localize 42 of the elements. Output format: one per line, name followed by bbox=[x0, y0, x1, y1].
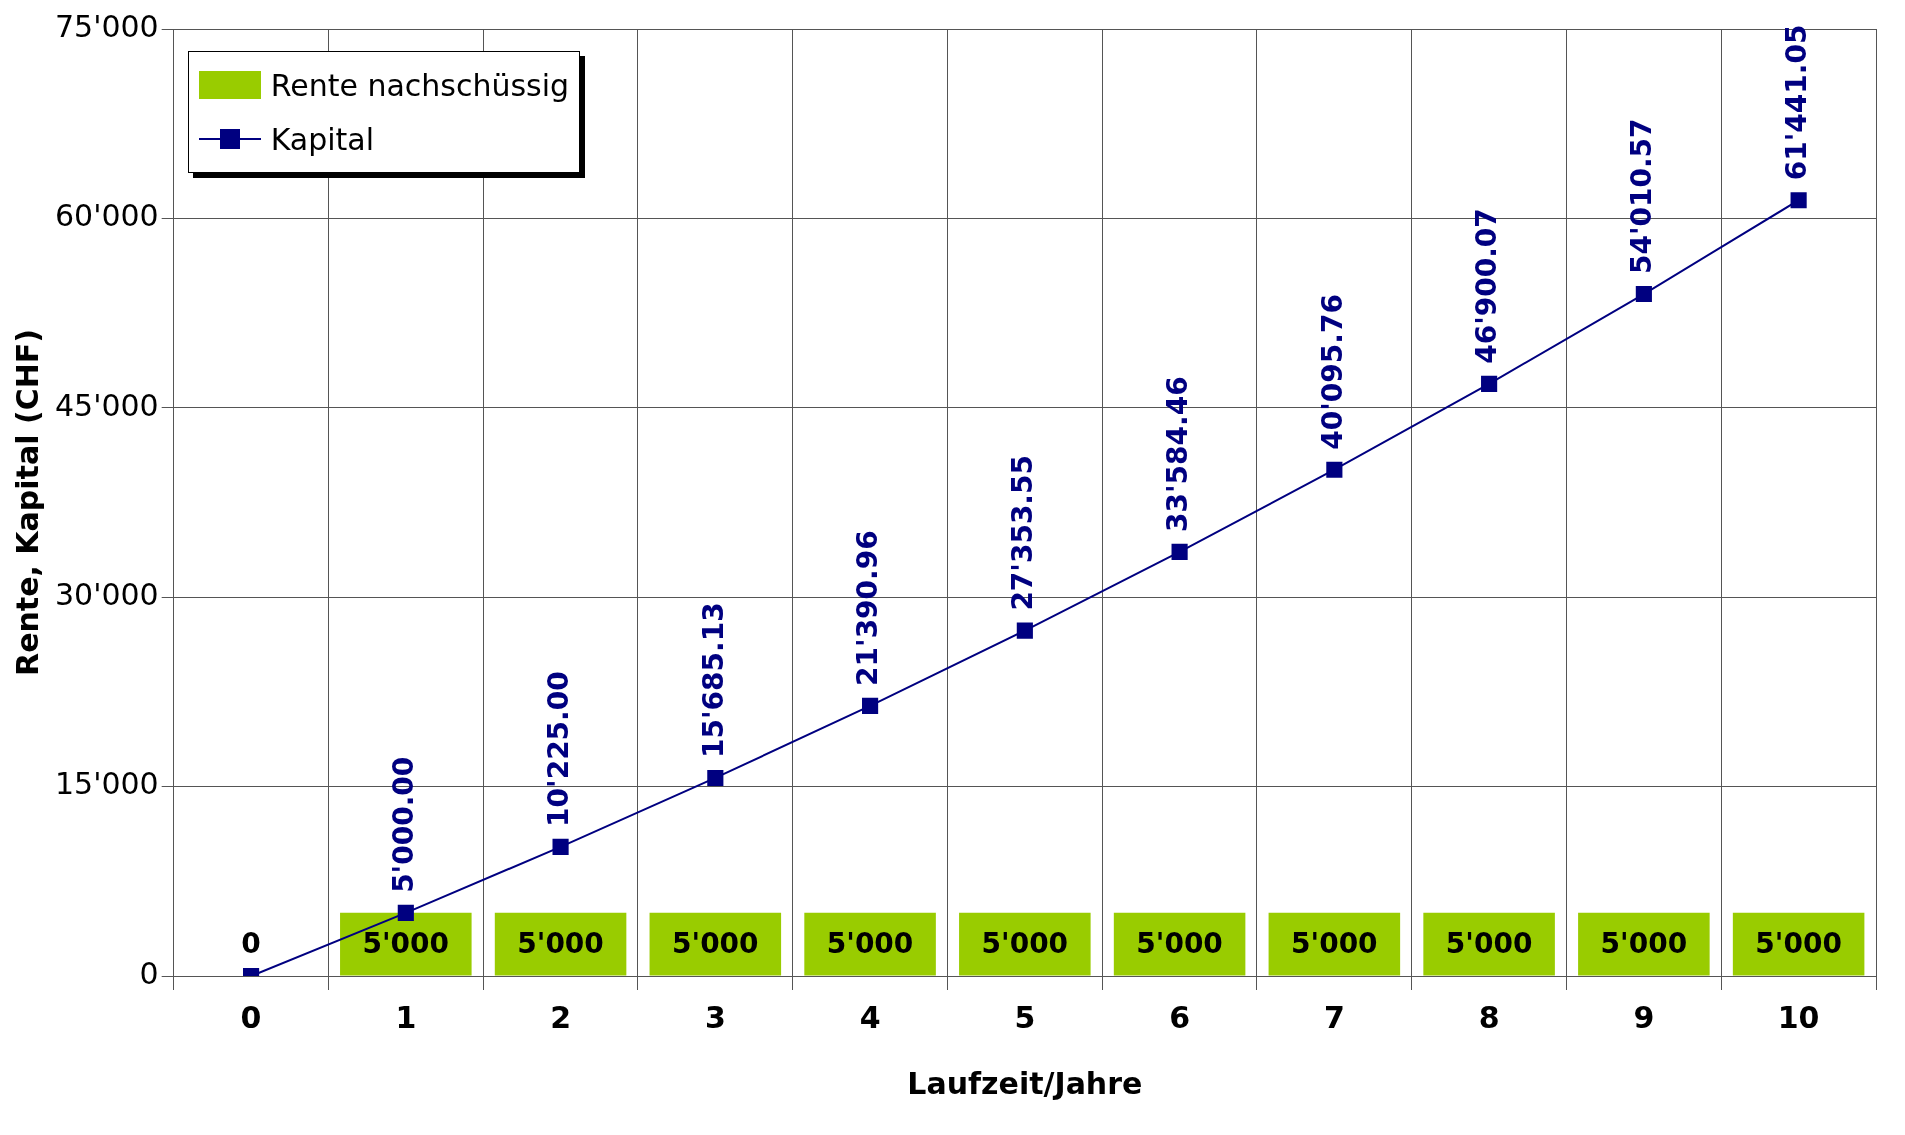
y-tick-label: 30'000 bbox=[54, 577, 159, 612]
data-label: 21'390.96 bbox=[851, 530, 885, 686]
data-label: 61'441.05 bbox=[1779, 24, 1813, 181]
y-axis-title: Rente, Kapital (CHF) bbox=[9, 329, 45, 676]
legend-label: Rente nachschüssig bbox=[270, 67, 570, 103]
x-tick-label: 1 bbox=[395, 999, 417, 1035]
x-tick-label: 8 bbox=[1478, 999, 1500, 1035]
data-label: 5'000 bbox=[672, 927, 759, 961]
data-label: 40'095.76 bbox=[1315, 294, 1349, 450]
data-label: 5'000 bbox=[1755, 927, 1842, 961]
data-label: 33'584.46 bbox=[1160, 376, 1194, 532]
y-tick-label: 60'000 bbox=[54, 198, 159, 234]
data-label: 5'000 bbox=[1600, 927, 1688, 961]
data-label: 5'000 bbox=[1445, 927, 1533, 961]
data-label: 15'685.13 bbox=[696, 602, 730, 758]
data-label: 5'000 bbox=[1136, 927, 1223, 961]
x-tick-label: 0 bbox=[240, 999, 262, 1035]
data-label: 5'000 bbox=[826, 927, 914, 961]
data-label: 54'010.57 bbox=[1625, 118, 1659, 275]
x-axis-title: Laufzeit/Jahre bbox=[907, 1065, 1143, 1101]
x-tick-label: 4 bbox=[859, 999, 881, 1035]
data-label: 5'000 bbox=[517, 927, 604, 961]
data-label: 10'225.00 bbox=[541, 671, 575, 827]
legend-label: Kapital bbox=[270, 121, 375, 157]
data-label: 0 bbox=[241, 927, 261, 961]
x-tick-label: 10 bbox=[1777, 999, 1820, 1035]
x-tick-label: 5 bbox=[1014, 999, 1036, 1035]
x-tick-label: 2 bbox=[550, 999, 572, 1035]
x-tick-label: 7 bbox=[1323, 999, 1345, 1035]
y-tick-label: 15'000 bbox=[54, 766, 159, 802]
y-tick-label: 45'000 bbox=[54, 387, 159, 423]
data-label: 5'000 bbox=[1291, 927, 1378, 961]
data-label: 5'000 bbox=[362, 927, 450, 961]
data-label: 27'353.55 bbox=[1006, 455, 1040, 611]
y-tick-label: 0 bbox=[139, 955, 159, 991]
y-tick-label: 75'000 bbox=[54, 8, 159, 44]
x-tick-label: 3 bbox=[704, 999, 726, 1035]
x-tick-label: 6 bbox=[1169, 999, 1191, 1035]
x-tick-label: 9 bbox=[1633, 999, 1655, 1035]
data-label: 5'000.00 bbox=[387, 756, 421, 893]
data-label: 5'000 bbox=[981, 927, 1069, 961]
data-label: 46'900.07 bbox=[1470, 208, 1504, 364]
